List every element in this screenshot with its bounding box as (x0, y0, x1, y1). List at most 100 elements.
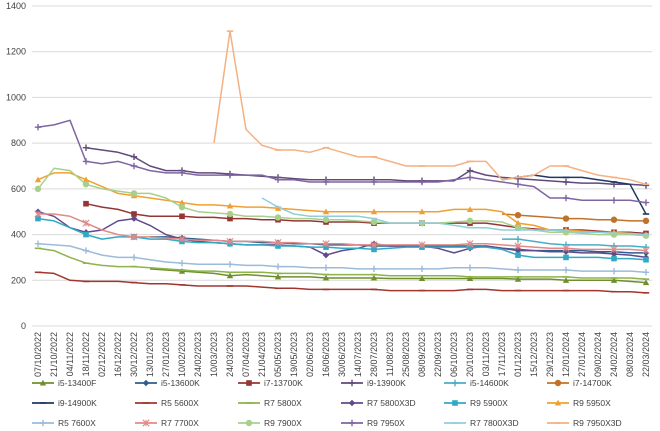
y-tick-label: 200 (11, 275, 26, 285)
data-point-r7-7700x (274, 238, 282, 247)
data-point-i5-14600k (514, 235, 522, 243)
legend-label: R9 7900X (264, 418, 302, 428)
x-tick-label: 02/12/2022 (97, 332, 107, 377)
data-point-i9-13900k (82, 144, 90, 151)
series-line-r9-7900x (37, 167, 647, 237)
legend-item-r5-5600x: R5 5600X (135, 398, 199, 408)
legend-marker (451, 379, 459, 387)
x-tick-label: 11/08/2023 (385, 332, 395, 376)
legend-label: i9-13900K (367, 378, 406, 388)
legend-marker (245, 419, 253, 427)
legend-item-i5-14600k: i5-14600K (444, 378, 509, 388)
data-point-r9-7950x (418, 178, 426, 186)
data-point-r7-7700x (466, 240, 474, 248)
legend-label: i9-14900K (58, 398, 97, 408)
x-tick-label: 24/02/2024 (609, 332, 619, 377)
x-tick-label: 21/10/2022 (49, 332, 59, 377)
data-point-r7-7700x (514, 242, 522, 250)
legend-item-r5-7600x: R5 7600X (32, 418, 96, 428)
x-tick-label: 25/08/2023 (401, 332, 411, 377)
x-tick-label: 02/06/2023 (305, 332, 315, 377)
data-point-r5-7600x (562, 266, 570, 274)
series-r9-7900x (34, 167, 650, 239)
data-point-i7-13700k (83, 200, 89, 207)
x-tick-label: 10/02/2023 (177, 332, 187, 377)
series-r9-7950x3d (213, 30, 650, 186)
data-point-i7-13700k (179, 213, 185, 220)
y-tick-label: 600 (11, 184, 26, 194)
series-line-r7-5800x (37, 247, 647, 280)
x-tick-label: 24/03/2023 (225, 332, 235, 377)
data-point-r9-7900x (562, 229, 570, 236)
data-point-r9-7900x (466, 217, 474, 225)
x-tick-label: 08/09/2023 (417, 332, 427, 377)
data-point-r7-5800x3d (610, 250, 618, 258)
data-point-r9-5950x (34, 176, 42, 183)
data-point-i7-14700k (514, 211, 522, 219)
data-point-r9-5950x (178, 199, 186, 206)
legend-label: i5-13600K (161, 378, 200, 388)
x-tick-label: 03/11/2023 (481, 332, 491, 376)
data-point-r7-7700x (34, 210, 42, 218)
data-point-r9-5950x (514, 219, 522, 226)
data-point-r9-5950x (466, 206, 474, 212)
x-tick-label: 18/11/2022 (81, 332, 91, 376)
data-point-i7-14700k (562, 215, 570, 222)
data-point-r9-5900x (515, 252, 521, 258)
legend-marker (348, 399, 356, 407)
data-point-i9-13900k (642, 182, 650, 189)
x-tick-label: 29/12/2023 (545, 332, 555, 377)
data-point-r7-5800x3d (514, 247, 522, 254)
data-point-i7-13700k (227, 215, 233, 222)
data-point-i9-13900k (130, 153, 138, 161)
x-tick-label: 10/03/2023 (209, 332, 219, 377)
data-point-r9-7950x (226, 171, 234, 179)
data-point-i5-13400f (610, 277, 618, 283)
legend-label: R7 5800X3D (367, 398, 416, 408)
data-point-i5-13400f (226, 272, 234, 279)
data-point-r9-5900x (611, 255, 617, 262)
data-point-r9-5900x (275, 243, 281, 249)
data-point-r9-7900x (642, 232, 650, 239)
legend-label: R7 5800X (264, 398, 302, 408)
x-tick-label: 13/01/2023 (145, 332, 155, 377)
data-point-r5-7600x (322, 264, 330, 271)
x-tick-label: 30/06/2023 (337, 332, 347, 377)
series-line-i7-14700k (501, 213, 646, 222)
data-point-r9-7950x (370, 178, 378, 186)
data-point-r5-7600x (642, 269, 650, 276)
legend-item-i5-13600k: i5-13600K (135, 378, 200, 388)
x-tick-label: 28/07/2023 (369, 332, 379, 377)
data-point-i9-13900k (562, 178, 570, 186)
x-tick-label: 05/05/2023 (273, 332, 283, 377)
x-tick-label: 15/12/2023 (529, 332, 539, 377)
x-tick-label: 16/06/2023 (321, 332, 331, 377)
data-point-i5-13400f (562, 277, 570, 283)
data-point-r9-7950x (178, 169, 186, 177)
series-r9-7950x (34, 119, 650, 206)
y-tick-label: 0 (21, 321, 26, 331)
data-point-r9-5950x (418, 208, 426, 215)
legend-label: R9 5950X (573, 398, 611, 408)
series-line-r9-7950x (37, 119, 647, 204)
y-tick-label: 1400 (6, 1, 26, 11)
legend-item-r7-7700x: R7 7700X (135, 418, 199, 428)
legend: i5-13400F i5-13600K i7-13700K i9-13900K i5-1… (32, 378, 622, 428)
data-point-r7-7700x (82, 219, 90, 227)
y-tick-label: 1200 (6, 47, 26, 57)
legend-label: R5 7600X (58, 418, 96, 428)
data-point-r9-5900x (643, 256, 649, 263)
data-point-r5-7600x (418, 265, 426, 273)
data-point-r9-7950x (610, 197, 618, 204)
data-point-i5-13400f (466, 275, 474, 282)
data-point-r5-7600x (82, 247, 90, 254)
x-tick-label: 20/10/2023 (465, 332, 475, 377)
x-tick-label: 12/01/2024 (561, 332, 571, 377)
data-point-i5-13400f (322, 274, 330, 281)
data-point-i9-13900k (466, 167, 474, 174)
data-point-r9-7950x (34, 123, 42, 131)
legend-marker (142, 419, 150, 427)
y-tick-label: 400 (11, 230, 26, 240)
data-point-r9-7900x (130, 190, 138, 197)
